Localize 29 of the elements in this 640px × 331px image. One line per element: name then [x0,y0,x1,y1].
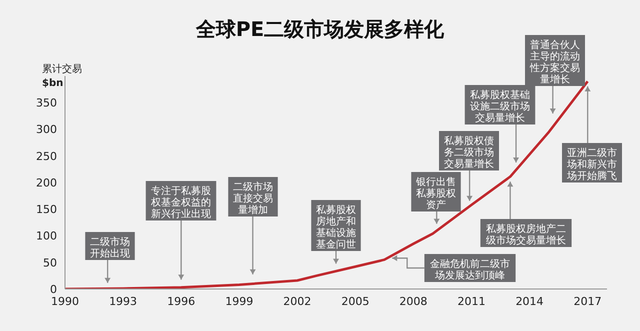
x-tick-label: 2008 [399,294,428,308]
x-tick-label: 1996 [167,294,196,308]
x-tick-label: 2011 [458,294,486,308]
y-tick-label: 200 [36,176,57,190]
annotation: 二级市场直接交易量增加 [233,181,273,216]
annotation: 亚洲二级市场和新兴市场开始腾飞 [566,147,617,182]
y-tick-label: 250 [36,150,57,163]
x-tick-label: 1990 [51,294,79,308]
chart-title: 全球PE二级市场发展多样化 [196,17,444,41]
annotation: 银行出售私募股权资产 [415,176,456,211]
y-tick-label: 300 [36,123,57,136]
annotation: 私募股权基础设施二级市场交易量增长 [470,89,530,124]
y-tick-label: 150 [36,203,57,216]
y-tick-label: 0 [50,282,57,296]
x-tick-label: 2005 [341,294,370,308]
annotation: 私募股权房地产二级市场交易量增长 [486,223,566,246]
x-tick-label: 2014 [516,294,544,308]
x-tick-label: 2002 [283,294,312,308]
annotation: 私募股权债务二级市场交易量增长 [444,135,494,170]
annotation: 二级市场开始出现 [90,236,130,260]
y-tick-label: 350 [36,96,57,110]
annotation: 金融危机前二级市场发展达到顶峰 [430,258,510,282]
x-tick-label: 1999 [225,294,254,308]
y-tick-label: 100 [36,230,57,243]
x-tick-label: 1993 [109,294,138,308]
x-tick-label: 2017 [574,294,602,308]
y-axis-title: 累计交易$bn [42,63,82,89]
annotation: 专注于私募股权基金权益的新兴行业出现 [150,185,211,220]
y-tick-label: 50 [43,256,57,270]
